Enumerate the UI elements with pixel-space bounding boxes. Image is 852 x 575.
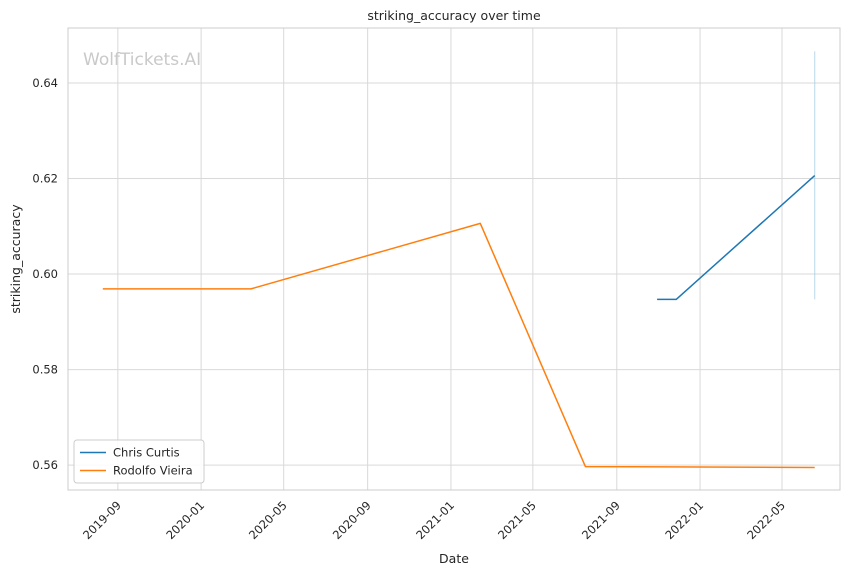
series-lines <box>102 51 816 469</box>
series-line-rodolfo-vieira <box>102 222 815 469</box>
legend-label-chris-curtis: Chris Curtis <box>113 446 180 460</box>
chart-title: striking_accuracy over time <box>367 8 541 23</box>
legend-box <box>73 439 205 484</box>
plot-frame <box>67 27 841 491</box>
y-tick-label: 0.62 <box>32 171 58 185</box>
y-tick-label: 0.60 <box>32 267 58 281</box>
watermark: WolfTickets.AI <box>83 50 201 70</box>
grid-lines <box>68 28 840 490</box>
series-line-chris-curtis <box>657 175 816 301</box>
y-tick-label: 0.56 <box>32 458 58 472</box>
legend-label-rodolfo-vieira: Rodolfo Vieira <box>113 464 193 478</box>
y-tick-label: 0.64 <box>32 76 58 90</box>
y-tick-label: 0.58 <box>32 363 58 377</box>
legend: Chris Curtis Rodolfo Vieira <box>73 439 205 484</box>
y-axis-title: striking_accuracy <box>8 204 23 314</box>
x-axis-title: Date <box>439 551 469 566</box>
